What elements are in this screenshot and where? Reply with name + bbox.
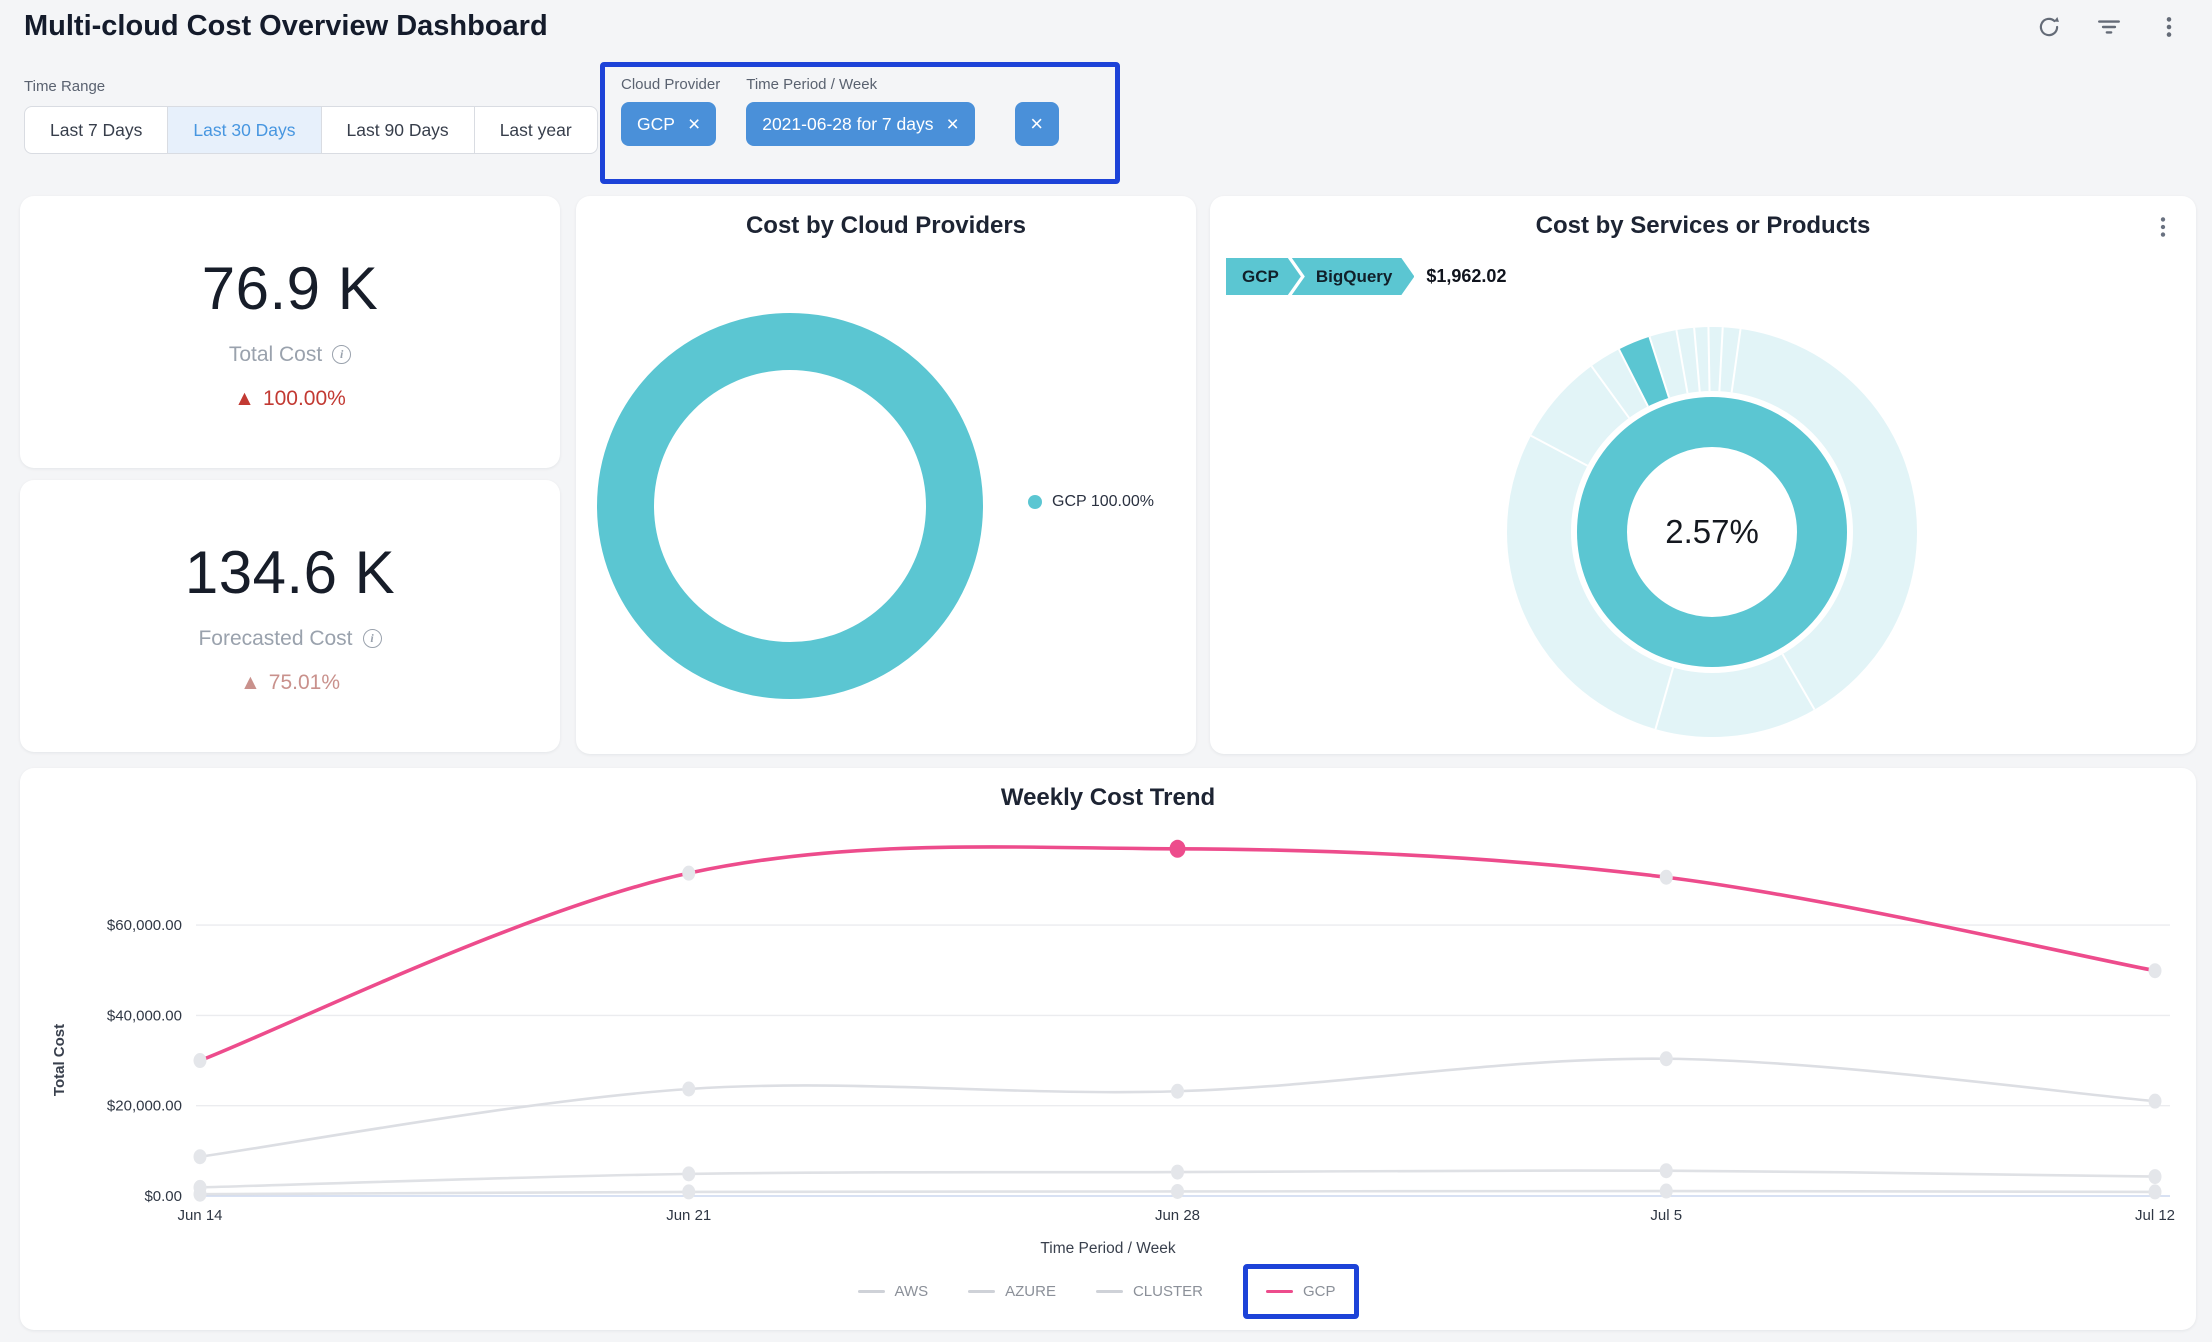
svg-text:$20,000.00: $20,000.00 [107, 1098, 182, 1115]
breadcrumb-value: $1,962.02 [1426, 266, 1507, 286]
filter-icon [2098, 20, 2120, 34]
chip-remove-icon[interactable]: × [687, 112, 701, 136]
legend-item-azure[interactable]: AZURE [968, 1283, 1056, 1300]
filter-group-label: Cloud Provider [621, 76, 721, 93]
info-icon[interactable]: i [332, 345, 352, 364]
legend-label: AWS [894, 1283, 929, 1300]
total-cost-card: 76.9 K Total Cost i ▲ 100.00% [20, 196, 560, 468]
page-title: Multi-cloud Cost Overview Dashboard [24, 10, 548, 42]
legend-dash [857, 1289, 885, 1294]
svg-text:$40,000.00: $40,000.00 [107, 1007, 182, 1024]
filter-group-label: Time Period / Week [746, 76, 878, 93]
cost-by-services-card: Cost by Services or Products GCP BigQuery… [1210, 196, 2196, 754]
svg-text:Total Cost: Total Cost [51, 1024, 68, 1096]
chart-title: Weekly Cost Trend [1000, 784, 1216, 811]
more-options-button[interactable] [2156, 14, 2182, 40]
annotation-box-filters: Cloud Provider GCP × Time Period / Week 2021… [600, 62, 1120, 184]
legend-item-aws[interactable]: AWS [857, 1283, 929, 1300]
kebab-icon [2160, 217, 2166, 237]
x-axis-title: Time Period / Week [1040, 1240, 1176, 1257]
time-range-label: Time Range [24, 78, 106, 95]
forecasted-cost-delta: ▲ 75.01% [240, 671, 340, 695]
refresh-button[interactable] [2036, 14, 2062, 40]
filter-chip-text: GCP [637, 113, 675, 134]
chart-title: Cost by Services or Products [1535, 212, 1871, 239]
legend-label: GCP [1302, 1283, 1336, 1300]
header-actions [2036, 14, 2182, 40]
filter-group: Time Period / Week 2021-06-28 for 7 days × [746, 76, 975, 146]
legend-dash [1095, 1289, 1123, 1294]
total-cost-delta: ▲ 100.00% [234, 387, 346, 411]
clear-filters-button[interactable]: × [1014, 102, 1059, 146]
time-range-segmented-control: Last 7 Days Last 30 Days Last 90 Days Last … [24, 106, 598, 154]
delta-value: 75.01% [268, 670, 341, 694]
kpi-label-text: Total Cost [228, 342, 323, 366]
applied-filters: Cloud Provider GCP × Time Period / Week 2021… [621, 76, 1115, 146]
sunburst-center-label: 2.57% [1665, 513, 1759, 550]
services-sunburst-chart [1507, 327, 1917, 737]
total-cost-label: Total Cost i [228, 342, 352, 367]
total-cost-value: 76.9 K [201, 254, 379, 322]
forecasted-cost-label: Forecasted Cost i [198, 626, 382, 651]
svg-text:Jun 28: Jun 28 [1155, 1207, 1200, 1224]
filter-chip[interactable]: GCP × [621, 102, 717, 146]
chip-remove-icon[interactable]: × [946, 112, 959, 136]
legend-dot [1028, 495, 1042, 509]
legend-label: AZURE [1005, 1283, 1056, 1300]
weekly-cost-trend-card: Weekly Cost Trend $0.00 $20,000.00 $40,000… [20, 768, 2196, 1330]
chart-title: Cost by Cloud Providers [745, 212, 1027, 239]
svg-text:Jun 14: Jun 14 [177, 1207, 222, 1224]
cloud-providers-donut-chart [597, 313, 983, 699]
delta-value: 100.00% [262, 386, 346, 410]
filter-button[interactable] [2096, 14, 2122, 40]
delta-up-icon: ▲ [234, 386, 255, 410]
cost-by-cloud-providers-card: Cost by Cloud Providers GCP 100.00% [576, 196, 1196, 754]
filter-chip-text: 2021-06-28 for 7 days [762, 113, 934, 134]
breadcrumb-chip-gcp[interactable]: GCP [1226, 258, 1301, 295]
sunburst-breadcrumb: GCP BigQuery $1,962.02 [1226, 258, 1506, 295]
info-icon[interactable]: i [362, 629, 382, 648]
legend-label: GCP 100.00% [1052, 493, 1154, 510]
forecasted-cost-card: 134.6 K Forecasted Cost i ▲ 75.01% [20, 480, 560, 752]
filter-group: Cloud Provider GCP × [621, 76, 720, 146]
kebab-icon [2166, 17, 2172, 37]
svg-text:Jul 12: Jul 12 [2135, 1207, 2175, 1224]
legend-label: CLUSTER [1132, 1283, 1203, 1300]
svg-text:$60,000.00: $60,000.00 [107, 917, 182, 934]
kpi-label-text: Forecasted Cost [198, 626, 353, 650]
refresh-icon [2039, 17, 2059, 37]
breadcrumb-chip-bigquery[interactable]: BigQuery [1292, 258, 1415, 295]
legend-dash [968, 1289, 996, 1294]
legend-dash [1265, 1289, 1293, 1294]
donut-legend[interactable]: GCP 100.00% [1028, 493, 1154, 511]
svg-text:$0.00: $0.00 [144, 1188, 182, 1205]
delta-up-icon: ▲ [239, 670, 261, 694]
time-range-last-90-days[interactable]: Last 90 Days [320, 106, 475, 154]
legend-item-gcp[interactable]: GCP [1265, 1283, 1336, 1300]
svg-text:Jul 5: Jul 5 [1650, 1207, 1682, 1224]
annotation-box-gcp-legend: GCP [1242, 1264, 1359, 1319]
svg-text:Jun 21: Jun 21 [666, 1207, 711, 1224]
weekly-cost-trend-chart: $0.00 $20,000.00 $40,000.00 $60,000.00 Total… [51, 839, 2175, 1224]
time-range-last-7-days[interactable]: Last 7 Days [24, 106, 169, 154]
legend-item-cluster[interactable]: CLUSTER [1095, 1283, 1203, 1300]
filter-chip[interactable]: 2021-06-28 for 7 days × [746, 102, 975, 146]
card-menu-button[interactable] [2150, 214, 2176, 240]
forecasted-cost-value: 134.6 K [184, 538, 396, 606]
trend-legend: AWS AZURE CLUSTER GCP [20, 1264, 2196, 1319]
time-range-last-30-days[interactable]: Last 30 Days [167, 106, 322, 154]
time-range-last-year[interactable]: Last year [473, 106, 598, 154]
